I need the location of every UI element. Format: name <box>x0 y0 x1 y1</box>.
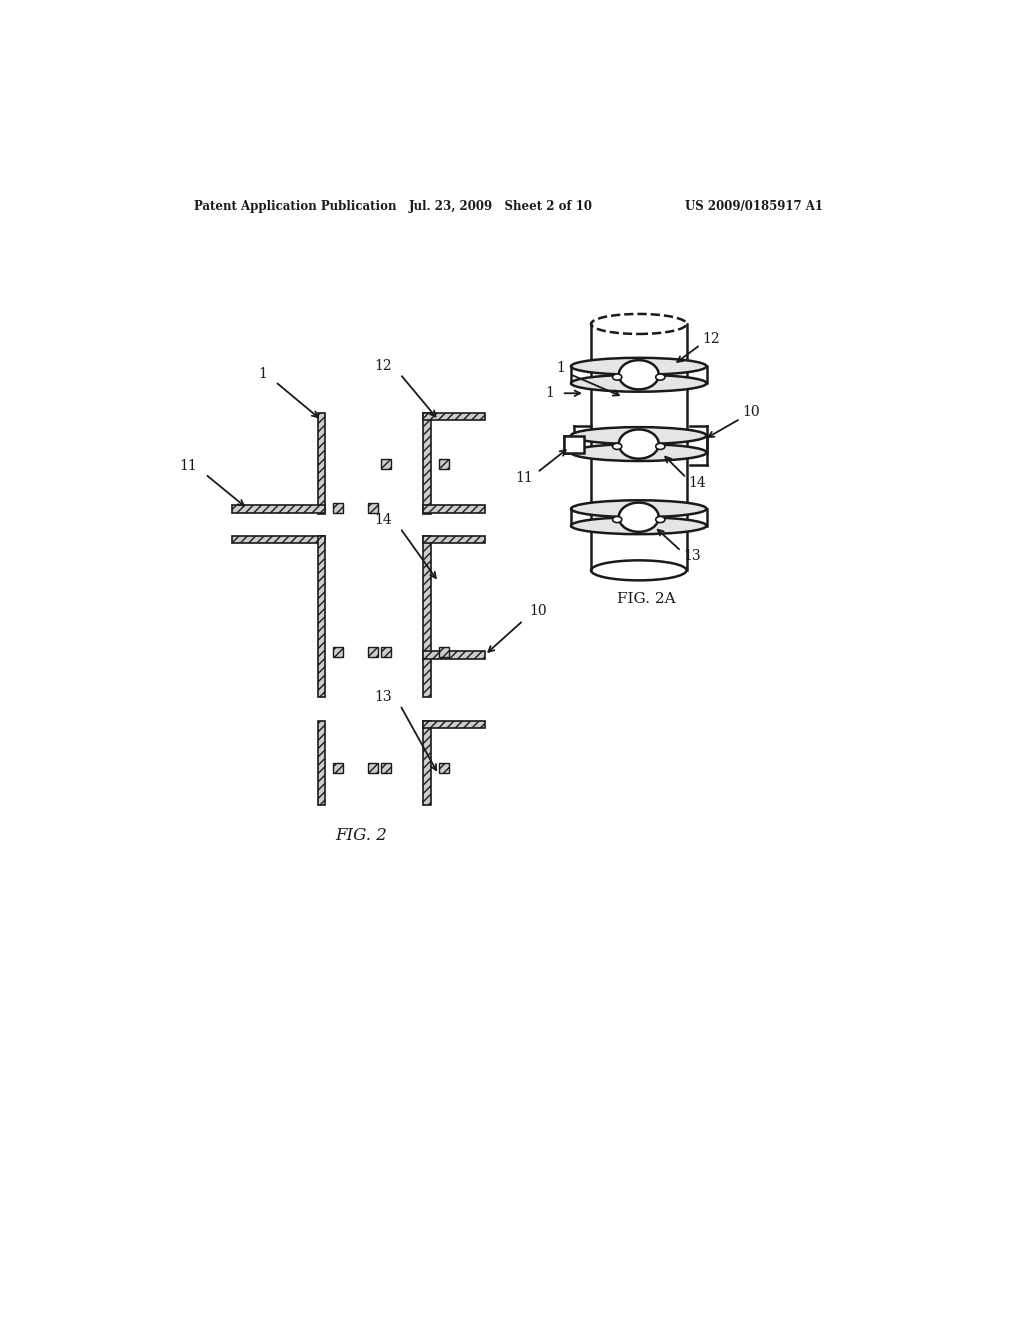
Bar <box>564 436 584 453</box>
Text: 1: 1 <box>545 387 554 400</box>
Ellipse shape <box>612 516 622 523</box>
Ellipse shape <box>571 500 707 517</box>
Text: 1: 1 <box>259 367 267 381</box>
Text: FIG. 2: FIG. 2 <box>336 828 387 845</box>
Text: Patent Application Publication: Patent Application Publication <box>195 199 397 213</box>
Text: 1: 1 <box>557 360 565 375</box>
Text: 11: 11 <box>515 471 534 484</box>
Ellipse shape <box>571 428 707 444</box>
Bar <box>423 651 484 659</box>
Bar <box>423 721 484 729</box>
Ellipse shape <box>612 444 622 450</box>
Bar <box>381 459 391 469</box>
Ellipse shape <box>571 444 707 461</box>
Bar <box>317 721 326 805</box>
Bar <box>381 647 391 657</box>
Ellipse shape <box>618 503 658 532</box>
Bar <box>232 536 326 544</box>
Ellipse shape <box>571 517 707 535</box>
Bar <box>423 506 484 512</box>
Ellipse shape <box>571 358 707 375</box>
Bar <box>333 503 343 512</box>
Bar <box>333 763 343 774</box>
Bar <box>423 721 431 805</box>
Bar <box>317 536 326 697</box>
Text: US 2009/0185917 A1: US 2009/0185917 A1 <box>685 199 823 213</box>
Bar <box>423 536 484 544</box>
Text: 12: 12 <box>702 333 720 346</box>
Bar <box>423 536 431 697</box>
Bar <box>368 763 378 774</box>
Text: 14: 14 <box>375 513 392 527</box>
Text: Jul. 23, 2009   Sheet 2 of 10: Jul. 23, 2009 Sheet 2 of 10 <box>410 199 593 213</box>
Bar <box>368 647 378 657</box>
Bar <box>381 763 391 774</box>
Bar <box>317 413 326 515</box>
Ellipse shape <box>618 360 658 389</box>
Text: 14: 14 <box>689 477 707 490</box>
Text: 10: 10 <box>529 605 547 618</box>
Text: 10: 10 <box>742 405 761 420</box>
Text: 13: 13 <box>683 549 701 564</box>
Bar <box>438 459 449 469</box>
Bar <box>333 647 343 657</box>
Bar <box>423 413 431 515</box>
Ellipse shape <box>618 429 658 459</box>
Text: 12: 12 <box>375 359 392 374</box>
Ellipse shape <box>591 561 686 581</box>
Ellipse shape <box>571 375 707 392</box>
Ellipse shape <box>655 516 665 523</box>
Ellipse shape <box>655 444 665 450</box>
Bar <box>438 763 449 774</box>
Bar <box>368 503 378 512</box>
Text: 11: 11 <box>180 459 198 474</box>
Bar <box>423 412 484 420</box>
Ellipse shape <box>655 374 665 380</box>
Bar <box>438 647 449 657</box>
Text: 13: 13 <box>375 690 392 705</box>
Bar <box>232 506 326 512</box>
Text: FIG. 2A: FIG. 2A <box>617 591 676 606</box>
Ellipse shape <box>612 374 622 380</box>
